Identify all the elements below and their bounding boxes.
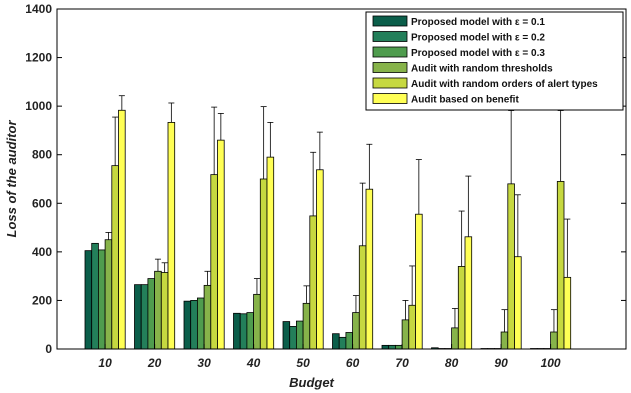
legend: Proposed model with ε = 0.1 Proposed mode…	[365, 11, 624, 111]
bar	[401, 319, 410, 350]
x-tick-label: 50	[296, 356, 310, 370]
bar	[352, 312, 360, 350]
bar	[388, 344, 396, 350]
x-axis-ticks: 10 20 30 40 50 60 70 80 90 100	[98, 344, 561, 370]
legend-swatch	[372, 93, 408, 104]
x-tick-label: 10	[98, 356, 112, 370]
y-tick-label: 600	[32, 196, 52, 210]
legend-entry-label: Proposed model with ε = 0.3	[411, 48, 545, 59]
bar	[259, 178, 268, 350]
bar	[282, 321, 291, 350]
y-tick-label: 1000	[25, 99, 52, 113]
legend-entry-label: Proposed model with ε = 0.2	[411, 33, 545, 44]
legend-entry-label: Proposed model with ε = 0.1	[411, 17, 545, 28]
bar	[266, 156, 275, 350]
bar	[167, 122, 176, 350]
bar	[246, 312, 254, 350]
x-tick-label: 100	[541, 356, 561, 370]
y-tick-label: 200	[32, 293, 52, 307]
bar	[563, 276, 572, 350]
x-tick-label: 70	[395, 356, 409, 370]
bar	[302, 302, 311, 350]
legend-entry-label: Audit with random orders of alert types	[411, 79, 598, 90]
error-bars-layer	[105, 95, 571, 332]
y-tick-label: 0	[45, 342, 52, 356]
bar	[140, 284, 149, 350]
bar	[233, 312, 241, 350]
y-tick-label: 800	[32, 148, 52, 162]
legend-box	[365, 11, 624, 111]
bar	[183, 300, 192, 350]
bar	[239, 313, 248, 350]
bar	[500, 331, 509, 350]
legend-entry-label: Audit with random thresholds	[411, 64, 553, 75]
bar	[358, 245, 367, 350]
bar	[309, 215, 317, 350]
bar	[118, 109, 126, 350]
x-tick-label: 90	[494, 356, 508, 370]
x-axis-label: Budget	[289, 375, 334, 390]
bar	[203, 284, 212, 350]
bar	[408, 304, 416, 350]
legend-swatch	[372, 62, 408, 73]
bar	[457, 266, 466, 350]
y-axis-label: Loss of the auditor	[4, 120, 19, 238]
x-tick-label: 40	[246, 356, 261, 370]
bar	[415, 213, 423, 350]
bar	[190, 300, 198, 350]
plot-area-frame	[56, 8, 627, 350]
legend-entry-label: Audit based on benefit	[411, 95, 519, 106]
bar	[160, 272, 169, 350]
bar	[196, 297, 205, 350]
x-tick-label: 20	[147, 356, 162, 370]
bar	[316, 169, 324, 350]
y-tick-label: 1200	[25, 51, 52, 65]
bar	[345, 332, 353, 350]
bar	[84, 250, 93, 350]
bar	[338, 336, 347, 350]
x-tick-label: 30	[197, 356, 211, 370]
bar	[154, 270, 162, 350]
bar	[556, 181, 565, 350]
bar	[104, 239, 113, 350]
bar	[91, 242, 99, 350]
bar	[464, 236, 473, 350]
bar	[217, 139, 225, 350]
bar	[381, 344, 390, 350]
bar	[451, 327, 459, 350]
y-tick-label: 1400	[25, 2, 52, 16]
x-tick-label: 60	[346, 356, 360, 370]
bar	[134, 284, 142, 350]
bar	[365, 188, 374, 350]
bar	[550, 331, 558, 350]
y-tick-label: 400	[32, 245, 52, 259]
bar	[210, 174, 218, 350]
legend-swatch	[372, 15, 408, 27]
x-tick-label: 80	[445, 356, 459, 370]
y-axis-ticks: 0 200 400 600 800 1000 1200 1400	[25, 2, 626, 356]
bar	[332, 333, 340, 350]
bar	[253, 293, 261, 350]
bar	[98, 249, 106, 350]
bar	[289, 326, 297, 350]
legend-swatch	[372, 46, 408, 58]
bar	[295, 320, 304, 350]
bar	[507, 183, 515, 350]
bar	[111, 165, 119, 350]
bar	[514, 256, 522, 350]
legend-swatch	[372, 77, 408, 89]
bar	[147, 278, 155, 350]
legend-swatch	[372, 31, 408, 42]
bar	[394, 344, 403, 350]
